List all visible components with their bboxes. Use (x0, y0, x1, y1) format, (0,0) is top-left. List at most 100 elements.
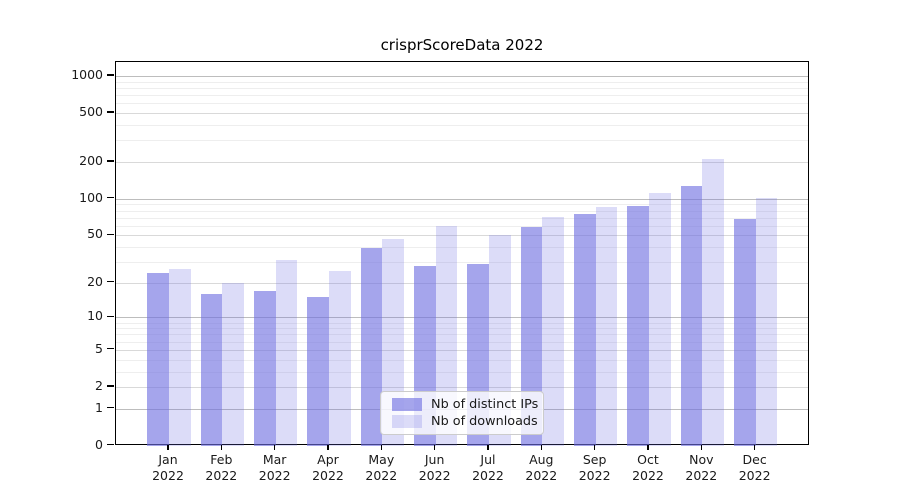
bar-distinct-ips-apr-2022 (307, 297, 329, 446)
bar-distinct-ips-dec-2022 (733, 219, 756, 446)
y-tick-label: 20 (87, 273, 103, 289)
x-tick (753, 444, 756, 450)
bar-downloads-mar-2022 (275, 260, 298, 446)
bar-distinct-ips-feb-2022 (200, 294, 223, 446)
y-tick-label: 100 (79, 189, 103, 205)
y-tick (107, 111, 114, 113)
y-tick-label: 1000 (71, 67, 103, 83)
bar-distinct-ips-oct-2022 (627, 206, 649, 446)
bar-downloads-apr-2022 (328, 271, 351, 446)
x-tick-month: Mar (262, 451, 287, 467)
x-tick-month: Jan (158, 451, 178, 467)
y-tick-label: 200 (79, 152, 103, 168)
x-tick-month: Jun (424, 451, 445, 467)
x-tick-label: Mar 2022 (243, 452, 307, 484)
gridline-minor (116, 124, 808, 126)
x-tick-label: Jun 2022 (403, 452, 467, 484)
bar-downloads-dec-2022 (755, 198, 778, 446)
x-tick-year: 2022 (738, 467, 771, 483)
gridline-major (116, 386, 808, 388)
y-tick (107, 197, 114, 199)
x-tick-month: Aug (529, 451, 554, 467)
gridline-minor (116, 225, 808, 227)
x-tick-label: Nov 2022 (669, 452, 733, 484)
legend: Nb of distinct IPs Nb of downloads (380, 391, 544, 435)
legend-label-downloads: Nb of downloads (431, 414, 538, 429)
gridline-major (116, 317, 808, 319)
x-tick-year: 2022 (632, 467, 664, 483)
legend-item-downloads: Nb of downloads (392, 414, 538, 429)
x-tick (327, 444, 329, 450)
x-tick (487, 444, 489, 450)
x-tick-year: 2022 (418, 467, 451, 483)
bar-downloads-jun-2022 (435, 225, 458, 446)
bar-downloads-nov-2022 (702, 158, 724, 446)
y-tick (107, 160, 114, 162)
y-tick-label: 500 (79, 104, 103, 120)
y-tick-label: 2 (95, 377, 103, 393)
gridline-minor (116, 210, 808, 212)
x-tick-year: 2022 (365, 467, 398, 483)
x-tick-label: May 2022 (349, 452, 413, 484)
bar-distinct-ips-may-2022 (360, 248, 383, 446)
gridline-minor (116, 95, 808, 97)
x-tick-year: 2022 (258, 467, 291, 483)
gridline-minor (116, 140, 808, 142)
y-tick-label: 50 (87, 226, 103, 242)
x-tick-label: Oct 2022 (616, 452, 680, 484)
bar-distinct-ips-sep-2022 (573, 213, 596, 446)
bar-distinct-ips-nov-2022 (680, 186, 703, 446)
legend-label-distinct-ips: Nb of distinct IPs (431, 397, 539, 412)
gridline-minor (116, 247, 808, 248)
legend-swatch-downloads-icon (392, 415, 422, 428)
x-tick-month: Dec (742, 451, 767, 467)
gridline-minor (116, 359, 808, 361)
legend-swatch-distinct-ips-icon (392, 398, 422, 411)
x-tick-month: Nov (689, 451, 714, 467)
bar-downloads-feb-2022 (222, 282, 245, 446)
gridline-minor (116, 371, 808, 373)
gridline-minor (116, 87, 808, 89)
x-tick-year: 2022 (525, 467, 558, 483)
y-tick (107, 406, 114, 409)
gridline-minor (116, 103, 808, 105)
x-tick-month: Jul (480, 451, 496, 467)
bar-downloads-jan-2022 (169, 269, 191, 446)
chart-title: crisprScoreData 2022 (380, 36, 544, 54)
x-tick-label: Sep 2022 (563, 452, 627, 484)
y-tick-label: 0 (95, 436, 103, 452)
y-tick (107, 74, 114, 76)
x-tick (647, 444, 649, 450)
x-tick (167, 444, 169, 450)
x-tick (593, 444, 596, 450)
x-tick-year: 2022 (685, 467, 718, 483)
gridline-major (116, 198, 808, 200)
y-tick (107, 315, 114, 318)
x-tick-month: Oct (637, 451, 659, 467)
x-tick (700, 444, 702, 450)
x-tick (540, 444, 542, 450)
gridline-minor (116, 322, 808, 324)
gridline-major (116, 349, 808, 351)
gridline-minor (116, 334, 808, 336)
gridline-major (116, 161, 808, 163)
gridline-minor (116, 261, 808, 263)
x-tick-year: 2022 (152, 467, 184, 483)
y-tick (107, 348, 114, 350)
bar-downloads-oct-2022 (648, 192, 671, 446)
x-tick-month: May (368, 451, 395, 467)
gridline-major (116, 113, 808, 115)
x-tick-label: Dec 2022 (723, 452, 787, 484)
x-tick-label: Feb 2022 (189, 452, 253, 484)
bar-distinct-ips-mar-2022 (253, 291, 276, 446)
x-tick-month: Feb (210, 451, 233, 467)
bar-downloads-aug-2022 (542, 216, 564, 446)
gridline-major (116, 235, 808, 237)
legend-item-distinct-ips: Nb of distinct IPs (392, 397, 538, 412)
gridline-major (116, 76, 808, 78)
x-tick-label: Aug 2022 (509, 452, 573, 484)
y-tick (107, 233, 114, 235)
x-tick-label: Jan 2022 (136, 452, 200, 484)
x-tick-label: Apr 2022 (296, 452, 360, 484)
